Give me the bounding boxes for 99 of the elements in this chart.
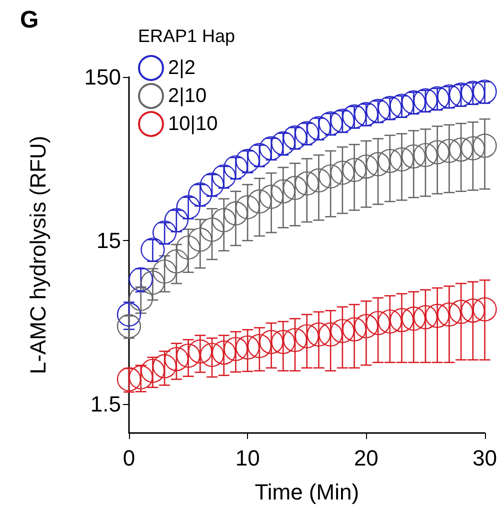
point — [259, 330, 284, 354]
point — [116, 314, 142, 338]
point — [390, 147, 414, 172]
point — [271, 330, 296, 354]
point — [425, 304, 450, 328]
point — [354, 154, 378, 179]
point — [116, 367, 142, 392]
point — [472, 80, 497, 104]
point — [176, 344, 200, 368]
point — [259, 184, 284, 209]
point — [342, 104, 366, 129]
point — [448, 137, 474, 162]
point — [413, 305, 438, 330]
y-tick-label: 1.5 — [90, 392, 121, 417]
point — [402, 144, 426, 169]
point — [294, 324, 319, 348]
point — [390, 308, 414, 332]
point — [318, 111, 343, 136]
point — [140, 238, 165, 262]
legend-title: ERAP1 Hap — [138, 26, 236, 46]
point — [116, 302, 142, 327]
point — [282, 176, 308, 200]
point — [318, 164, 343, 189]
y-axis-title: L-AMC hydrolysis (RFU) — [26, 136, 50, 374]
point — [378, 96, 402, 120]
point — [188, 339, 212, 364]
point — [413, 88, 438, 112]
point — [236, 195, 260, 220]
point — [460, 136, 486, 160]
point — [448, 300, 474, 324]
point — [140, 358, 165, 383]
point — [460, 298, 486, 323]
point — [354, 314, 378, 338]
point — [378, 148, 402, 174]
point — [306, 322, 331, 347]
point — [425, 86, 450, 110]
point — [236, 335, 260, 360]
point — [224, 336, 248, 362]
point — [330, 108, 355, 133]
point — [152, 354, 177, 378]
point — [472, 297, 497, 322]
point — [342, 158, 366, 182]
point — [460, 80, 486, 105]
x-tick-label: 30 — [472, 446, 498, 470]
point — [200, 342, 224, 368]
point — [152, 259, 177, 284]
point — [402, 306, 426, 331]
point — [247, 334, 272, 358]
point — [200, 218, 224, 242]
point — [330, 160, 355, 185]
point — [378, 309, 402, 334]
point — [212, 340, 236, 365]
point — [128, 365, 153, 390]
x-tick-label: 0 — [122, 446, 136, 470]
point — [247, 142, 272, 168]
point — [282, 328, 308, 352]
point — [224, 201, 248, 226]
point — [437, 84, 462, 109]
legend-label: 2|2 — [168, 57, 196, 79]
point — [282, 125, 308, 150]
point — [140, 270, 165, 295]
point — [366, 152, 390, 176]
point — [342, 317, 366, 342]
point — [366, 310, 390, 336]
point — [294, 121, 319, 146]
x-tick-label: 20 — [354, 446, 378, 470]
x-tick-label: 10 — [235, 446, 260, 470]
point — [318, 322, 343, 347]
point — [176, 235, 200, 260]
point — [212, 208, 236, 232]
point — [306, 168, 331, 192]
y-tick-label: 150 — [84, 64, 121, 90]
point — [448, 82, 474, 107]
point — [271, 179, 296, 204]
point — [306, 116, 331, 140]
x-axis-title: Time (Min) — [254, 480, 360, 504]
point — [402, 90, 426, 114]
legend-label: 2|10 — [168, 85, 207, 107]
point — [413, 142, 438, 168]
point — [354, 102, 378, 126]
point — [236, 148, 260, 174]
point — [164, 249, 189, 274]
point — [164, 346, 189, 372]
y-tick-label: 15 — [96, 228, 121, 254]
point — [271, 131, 296, 156]
point — [330, 318, 355, 344]
point — [437, 302, 462, 327]
text: G — [20, 6, 39, 34]
point — [259, 136, 284, 160]
point — [425, 140, 450, 164]
point — [294, 171, 319, 196]
point — [472, 134, 497, 158]
point — [247, 189, 272, 214]
point — [188, 228, 212, 252]
point — [128, 267, 153, 292]
point — [366, 98, 390, 124]
point — [390, 94, 414, 118]
point — [437, 138, 462, 164]
legend-label: 10|10 — [168, 113, 218, 135]
